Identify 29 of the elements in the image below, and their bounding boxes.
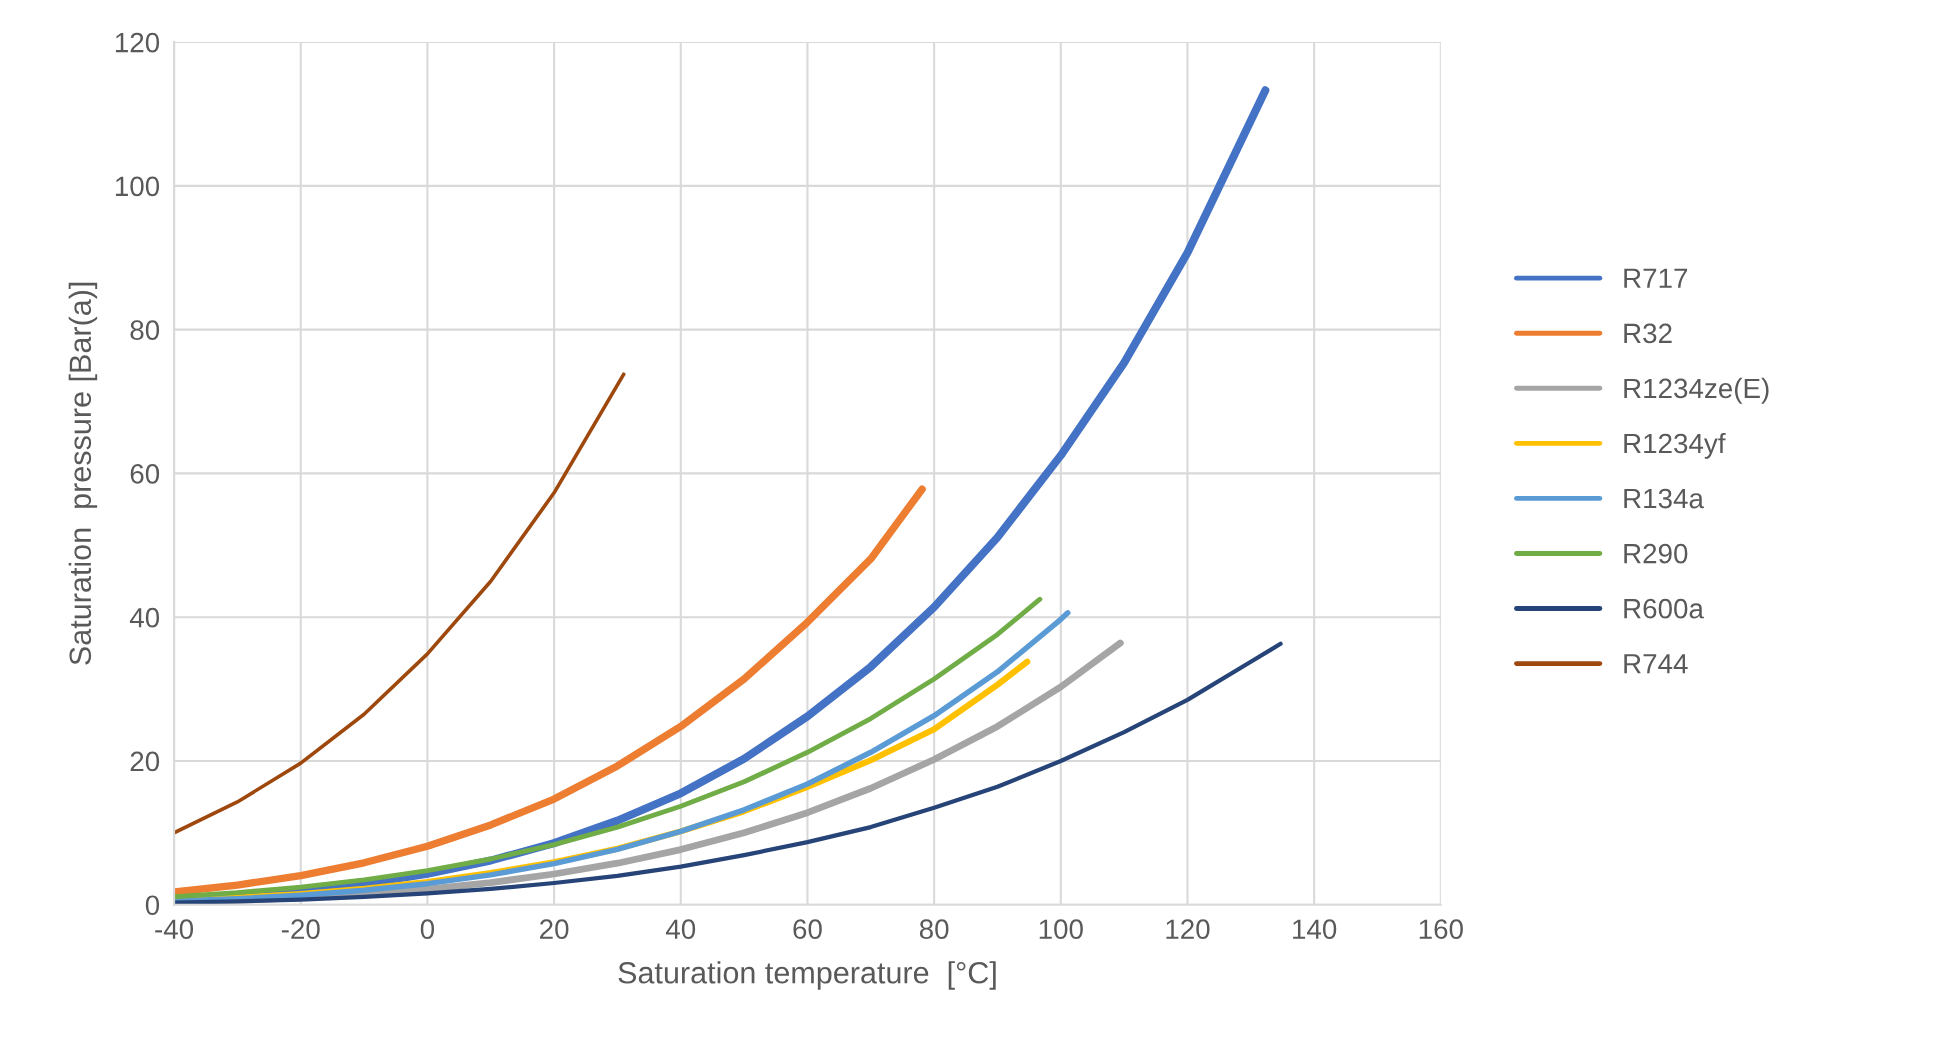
legend-label: R32 <box>1624 323 1672 344</box>
x-tick-label: -40 <box>155 919 194 940</box>
legend-label: R1234yf <box>1624 432 1726 459</box>
x-tick-label: 80 <box>919 919 949 940</box>
y-tick-label: 0 <box>145 895 160 916</box>
x-tick-label: 140 <box>1293 919 1337 940</box>
x-tick-label: 40 <box>665 919 696 940</box>
x-tick-label: 0 <box>420 919 435 940</box>
x-tick-label: 20 <box>540 919 569 940</box>
y-tick-label: 40 <box>129 607 160 628</box>
x-tick-label: 100 <box>1039 919 1083 940</box>
y-tick-label: 20 <box>130 751 160 772</box>
x-tick-label: 160 <box>1419 919 1463 940</box>
x-axis-title: Saturation temperature [°C] <box>618 961 996 990</box>
legend-label: R744 <box>1624 654 1688 674</box>
legend-label: R134a <box>1624 488 1704 509</box>
x-tick-label: 120 <box>1166 919 1210 940</box>
legend-label: R717 <box>1624 268 1688 288</box>
line-series <box>174 372 626 835</box>
x-tick-label: -20 <box>281 919 320 940</box>
legend-label: R290 <box>1624 543 1688 564</box>
legend-label: R1234ze(E) <box>1624 377 1769 404</box>
y-tick-label: 60 <box>130 464 160 484</box>
y-tick-label: 100 <box>115 176 160 197</box>
y-tick-label: 80 <box>130 320 160 340</box>
y-axis-title: Saturation pressure [Bar(a)] <box>68 282 98 665</box>
y-tick-label: 120 <box>115 32 160 53</box>
legend-label: R600a <box>1624 598 1704 619</box>
x-tick-label: 60 <box>793 919 822 940</box>
